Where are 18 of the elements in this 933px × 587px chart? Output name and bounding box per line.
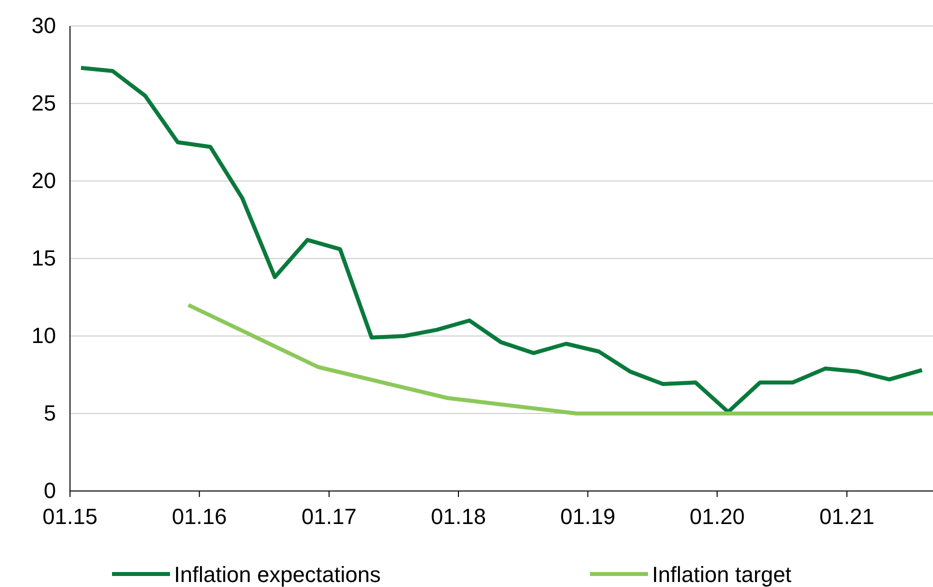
- line-series: [186, 303, 933, 416]
- legend-label: Inflation expectations: [174, 562, 381, 587]
- line-series: [78, 66, 924, 414]
- x-tick-label: 01.16: [172, 504, 227, 530]
- x-tick-label: 01.19: [560, 504, 616, 530]
- y-tick-label: 25: [32, 90, 56, 116]
- y-tick-label: 15: [32, 246, 56, 271]
- y-tick-label: 20: [32, 168, 56, 194]
- y-tick-label: 0: [44, 478, 56, 504]
- legend-label: Inflation target: [652, 562, 792, 587]
- x-tick-label: 01.20: [690, 504, 745, 530]
- x-tick-label: 01.15: [42, 504, 98, 530]
- y-tick-label: 5: [44, 400, 56, 426]
- y-tick-label: 10: [32, 323, 56, 348]
- y-tick-label: 30: [32, 13, 56, 38]
- x-tick-label: 01.17: [302, 504, 357, 530]
- x-tick-label: 01.18: [430, 504, 486, 530]
- x-tick-label: 01.21: [819, 504, 874, 530]
